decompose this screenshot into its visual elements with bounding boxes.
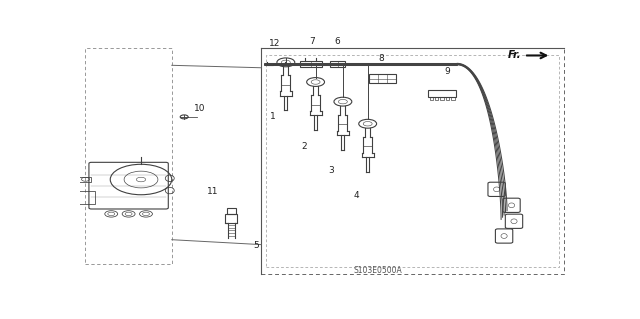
Text: 11: 11: [207, 187, 219, 196]
Text: 10: 10: [194, 104, 205, 113]
Text: 3: 3: [328, 167, 334, 175]
Bar: [77, 191, 95, 204]
Bar: [440, 97, 444, 100]
Bar: [446, 97, 449, 100]
Text: 8: 8: [379, 54, 385, 63]
Bar: [435, 97, 438, 100]
Text: 6: 6: [334, 37, 340, 46]
Bar: [428, 91, 456, 97]
Bar: [85, 48, 172, 264]
Text: 12: 12: [269, 39, 280, 48]
Bar: [451, 97, 454, 100]
Text: 4: 4: [354, 191, 359, 200]
Bar: [266, 56, 559, 267]
Text: 5: 5: [253, 241, 259, 250]
Bar: [369, 74, 396, 84]
Text: Fr.: Fr.: [508, 50, 522, 61]
Bar: [261, 48, 564, 274]
Bar: [300, 61, 321, 67]
Bar: [227, 208, 236, 214]
Bar: [330, 61, 346, 67]
Text: 9: 9: [444, 67, 450, 76]
Bar: [79, 177, 92, 182]
Text: 7: 7: [309, 37, 315, 46]
Text: 2: 2: [301, 142, 307, 151]
Bar: [225, 214, 237, 223]
Text: S103E0500A: S103E0500A: [353, 266, 402, 275]
Text: 1: 1: [270, 112, 276, 122]
Bar: [429, 97, 433, 100]
